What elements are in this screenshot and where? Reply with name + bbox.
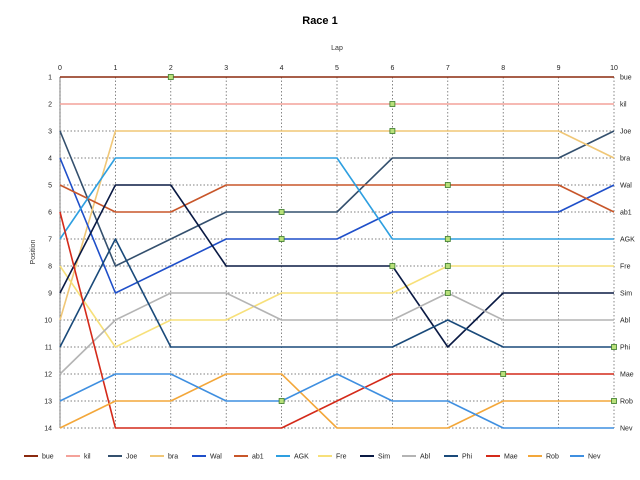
x-tick-label: 8 <box>501 65 505 72</box>
y-tick-label: 5 <box>48 183 52 190</box>
data-point-marker <box>444 182 451 188</box>
y-tick-label: 1 <box>48 75 52 82</box>
end-label-agk: AGK <box>620 237 635 244</box>
legend-label-phi: Phi <box>462 454 473 461</box>
series-line-abl <box>59 292 614 375</box>
data-point-marker <box>611 398 617 404</box>
legend-label-bue: bue <box>42 454 54 461</box>
y-tick-label: 6 <box>48 210 52 217</box>
end-label-bue: bue <box>620 75 632 82</box>
data-point-marker <box>389 128 396 134</box>
end-label-bra: bra <box>620 156 630 163</box>
end-label-wal: Wal <box>620 183 632 190</box>
y-axis-label: Position <box>30 239 37 264</box>
series-end-labels: bue kil Joe bra Wal ab1 AGK Fre Sim Abl Phi Mae Rob N… <box>620 75 635 433</box>
series-line-ab1 <box>59 184 615 213</box>
series-line-agk <box>59 157 614 240</box>
series-line-wal <box>59 157 615 294</box>
end-label-kil: kil <box>620 102 627 109</box>
legend-label-wal: Wal <box>210 454 222 461</box>
x-tick-label: 6 <box>390 65 394 72</box>
end-label-abl: Abl <box>620 318 631 325</box>
y-tick-label: 3 <box>48 129 52 136</box>
y-tick-label: 9 <box>48 291 52 298</box>
y-tick-label: 2 <box>48 102 52 109</box>
legend-label-fre: Fre <box>336 454 347 461</box>
legend-label-bra: bra <box>168 454 178 461</box>
series-line-joe <box>59 130 615 267</box>
x-axis-label: Lap <box>331 45 343 52</box>
chart-title: Race 1 <box>302 15 337 27</box>
series-line-sim <box>59 184 614 348</box>
y-tick-label: 11 <box>45 345 52 352</box>
x-tick-labels: 0 1 2 3 4 5 6 7 8 9 10 <box>58 65 618 72</box>
end-label-nev: Nev <box>620 426 633 433</box>
data-point-marker <box>278 236 285 242</box>
y-tick-label: 12 <box>44 372 52 379</box>
legend-label-rob: Rob <box>546 454 559 461</box>
data-point-marker <box>444 290 451 296</box>
data-point-marker <box>389 263 396 269</box>
data-point-marker <box>611 344 617 350</box>
end-label-ab1: ab1 <box>620 210 632 217</box>
y-tick-label: 7 <box>48 237 52 244</box>
end-label-sim: Sim <box>620 291 632 298</box>
end-label-mae: Mae <box>620 372 634 379</box>
end-label-fre: Fre <box>620 264 631 271</box>
end-label-rob: Rob <box>620 399 633 406</box>
data-point-marker <box>278 209 285 215</box>
data-point-marker <box>444 236 451 242</box>
x-tick-label: 4 <box>280 65 284 72</box>
data-point-marker <box>167 74 174 80</box>
legend-label-abl: Abl <box>420 454 431 461</box>
series-lines <box>59 74 617 429</box>
y-tick-label: 13 <box>44 399 52 406</box>
y-tick-label: 8 <box>48 264 52 271</box>
x-tick-label: 5 <box>335 65 339 72</box>
series-line-nev <box>59 373 614 429</box>
x-tick-label: 7 <box>446 65 450 72</box>
series-line-bra <box>59 130 615 321</box>
end-label-phi: Phi <box>620 345 631 352</box>
x-tick-label: 10 <box>610 65 618 72</box>
legend-label-nev: Nev <box>588 454 601 461</box>
series-line-phi <box>59 238 614 348</box>
series-line-rob <box>59 373 614 429</box>
legend-label-mae: Mae <box>504 454 518 461</box>
x-tick-label: 0 <box>58 65 62 72</box>
data-point-marker <box>444 263 451 269</box>
y-tick-label: 4 <box>48 156 52 163</box>
legend-label-agk: AGK <box>294 454 309 461</box>
series-line-mae <box>59 211 614 429</box>
data-point-marker <box>500 371 507 377</box>
legend-label-sim: Sim <box>378 454 390 461</box>
x-tick-label: 1 <box>113 65 117 72</box>
legend-label-kil: kil <box>84 454 91 461</box>
y-tick-label: 14 <box>44 426 52 433</box>
legend-label-joe: Joe <box>126 454 137 461</box>
x-tick-label: 9 <box>557 65 561 72</box>
data-point-marker <box>389 101 396 107</box>
end-label-joe: Joe <box>620 129 631 136</box>
data-point-marker <box>278 398 285 404</box>
x-tick-label: 2 <box>169 65 173 72</box>
series-line-fre <box>59 265 614 348</box>
legend: bue kil Joe bra Wal ab1 AGK Fre Sim Abl Phi Mae Rob N… <box>24 454 601 461</box>
y-tick-label: 10 <box>44 318 52 325</box>
x-tick-label: 3 <box>224 65 228 72</box>
legend-label-ab1: ab1 <box>252 454 264 461</box>
